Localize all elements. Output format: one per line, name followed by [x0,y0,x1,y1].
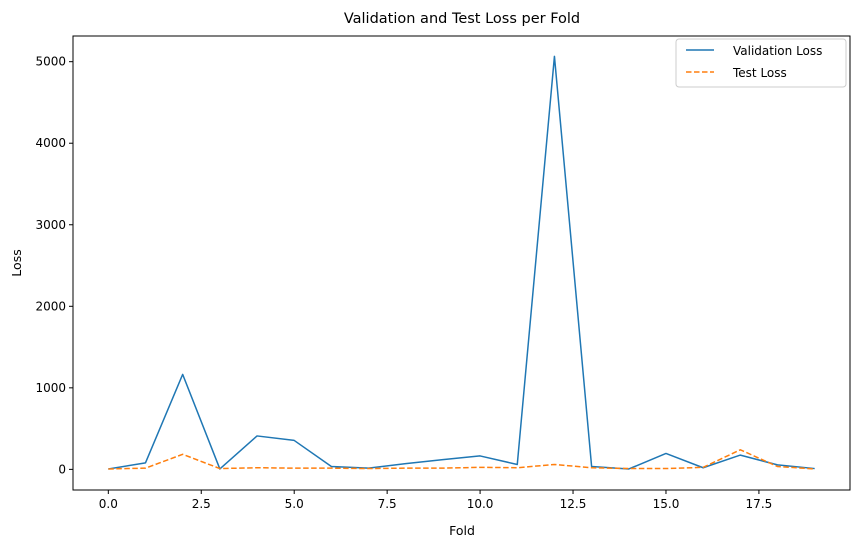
legend: Validation Loss Test Loss [675,38,847,88]
x-tick-label: 15.0 [653,497,680,511]
y-tick-label: 2000 [35,299,66,313]
x-axis-label: Fold [449,523,475,538]
y-tick-label: 3000 [35,218,66,232]
y-tick-label: 1000 [35,381,66,395]
legend-label-test-loss: Test Loss [732,66,787,80]
y-tick-label: 0 [58,462,66,476]
legend-box [675,38,847,88]
plot-lines [108,55,815,470]
chart-title: Validation and Test Loss per Fold [344,11,580,27]
y-tick-label: 4000 [35,136,66,150]
x-tick-label: 0.0 [99,497,118,511]
legend-label-validation-loss: Validation Loss [733,44,822,58]
plot-frame [72,35,851,491]
x-axis-ticks: 0.0 2.5 5.0 7.5 10.0 12.5 15.0 17.5 [99,490,773,511]
x-tick-label: 5.0 [285,497,304,511]
y-axis-label: Loss [9,249,24,276]
x-tick-label: 12.5 [560,497,587,511]
series-line-test-loss [108,449,815,470]
y-axis-ticks: 0 1000 2000 3000 4000 5000 [35,55,73,476]
x-tick-label: 7.5 [378,497,397,511]
x-tick-label: 17.5 [746,497,773,511]
x-tick-label: 2.5 [192,497,211,511]
x-tick-label: 10.0 [467,497,494,511]
y-tick-label: 5000 [35,55,66,69]
series-line-validation-loss [108,55,815,470]
